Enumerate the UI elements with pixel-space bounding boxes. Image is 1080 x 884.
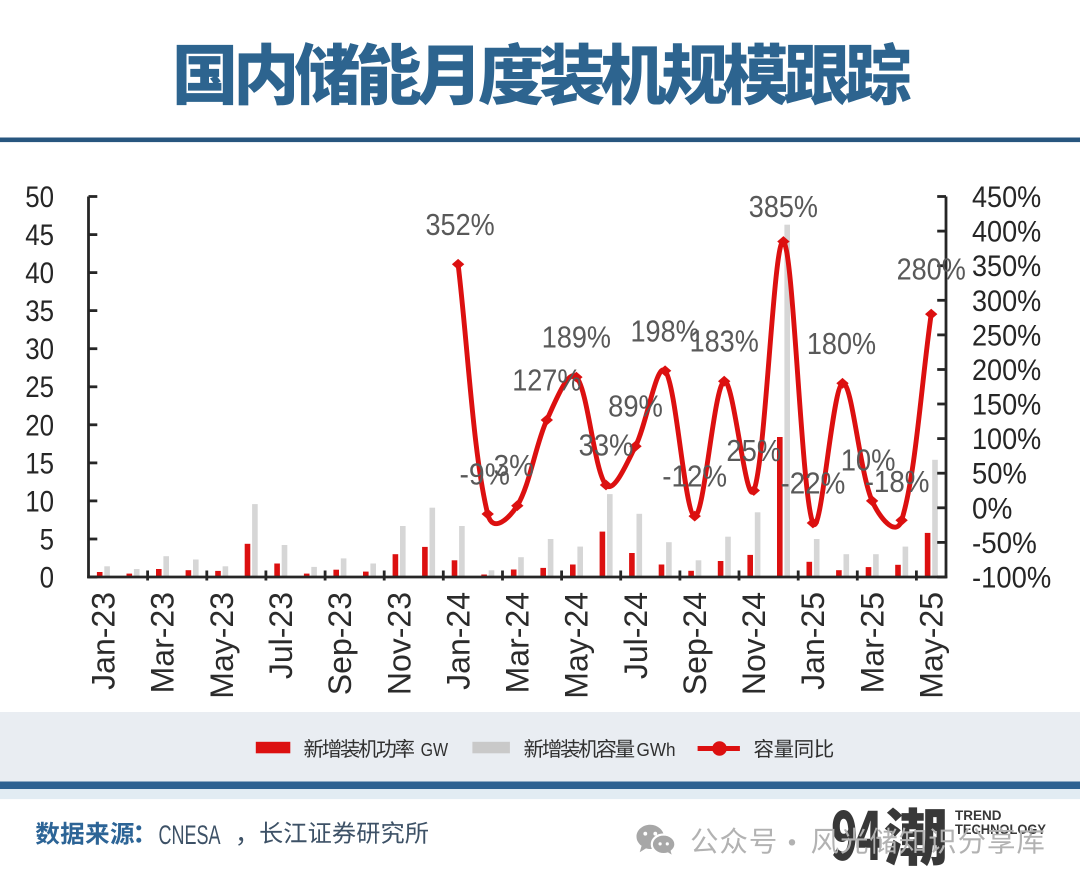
svg-text:352%: 352% xyxy=(426,207,495,242)
svg-text:Mar-23: Mar-23 xyxy=(145,592,181,693)
svg-text:25%: 25% xyxy=(726,433,781,468)
svg-text:May-25: May-25 xyxy=(914,592,950,699)
svg-text:10%: 10% xyxy=(841,442,896,477)
svg-text:300%: 300% xyxy=(972,285,1041,318)
svg-text:20: 20 xyxy=(25,409,54,442)
svg-text:GW: GW xyxy=(421,739,449,760)
svg-text:Jul-24: Jul-24 xyxy=(618,592,654,679)
svg-text:30: 30 xyxy=(25,333,54,366)
svg-text:200%: 200% xyxy=(972,354,1041,387)
svg-text:450%: 450% xyxy=(972,181,1041,214)
svg-text:385%: 385% xyxy=(749,189,818,224)
svg-text:TREND: TREND xyxy=(955,808,1002,823)
svg-text:10: 10 xyxy=(25,485,54,518)
svg-text:Mar-25: Mar-25 xyxy=(854,592,890,693)
svg-text:3%: 3% xyxy=(494,448,534,483)
svg-text:100%: 100% xyxy=(972,423,1041,456)
svg-text:-22%: -22% xyxy=(781,466,846,501)
svg-text:250%: 250% xyxy=(972,319,1041,352)
svg-text:May-24: May-24 xyxy=(559,592,595,699)
svg-text:0: 0 xyxy=(40,562,54,595)
svg-text:89%: 89% xyxy=(608,389,663,424)
svg-text:40: 40 xyxy=(25,257,54,290)
svg-text:280%: 280% xyxy=(897,252,966,287)
svg-text:-50%: -50% xyxy=(972,527,1037,560)
svg-text:-12%: -12% xyxy=(662,459,727,494)
svg-text:Jan-23: Jan-23 xyxy=(86,592,122,690)
svg-text:400%: 400% xyxy=(972,216,1041,249)
svg-text:Sep-23: Sep-23 xyxy=(322,592,358,695)
svg-text:150%: 150% xyxy=(972,389,1041,422)
svg-text:Nov-23: Nov-23 xyxy=(381,592,417,695)
svg-text:CNESA: CNESA xyxy=(159,820,221,850)
svg-text:Mar-24: Mar-24 xyxy=(500,592,536,693)
svg-text:127%: 127% xyxy=(512,363,581,398)
svg-text:May-23: May-23 xyxy=(204,592,240,699)
svg-text:350%: 350% xyxy=(972,250,1041,283)
svg-text:198%: 198% xyxy=(631,313,700,348)
svg-text:5: 5 xyxy=(40,524,54,557)
svg-text:35: 35 xyxy=(25,295,54,328)
svg-text:Sep-24: Sep-24 xyxy=(677,592,713,695)
svg-text:Jan-24: Jan-24 xyxy=(440,592,476,690)
svg-text:-100%: -100% xyxy=(972,562,1051,595)
svg-text:50%: 50% xyxy=(972,458,1027,491)
svg-text:Nov-24: Nov-24 xyxy=(736,592,772,695)
svg-text:25: 25 xyxy=(25,371,54,404)
svg-text:189%: 189% xyxy=(542,320,611,355)
svg-text:180%: 180% xyxy=(807,326,876,361)
svg-text:Jan-25: Jan-25 xyxy=(795,592,831,690)
svg-text:15: 15 xyxy=(25,447,54,480)
svg-text:GWh: GWh xyxy=(637,739,676,760)
svg-text:Jul-23: Jul-23 xyxy=(263,592,299,679)
svg-text:-9%: -9% xyxy=(460,457,510,492)
svg-text:-18%: -18% xyxy=(865,464,930,499)
svg-text:183%: 183% xyxy=(690,324,759,359)
svg-text:45: 45 xyxy=(25,219,54,252)
svg-text:50: 50 xyxy=(25,181,54,214)
svg-text:33%: 33% xyxy=(579,428,634,463)
svg-text:0%: 0% xyxy=(972,492,1012,525)
